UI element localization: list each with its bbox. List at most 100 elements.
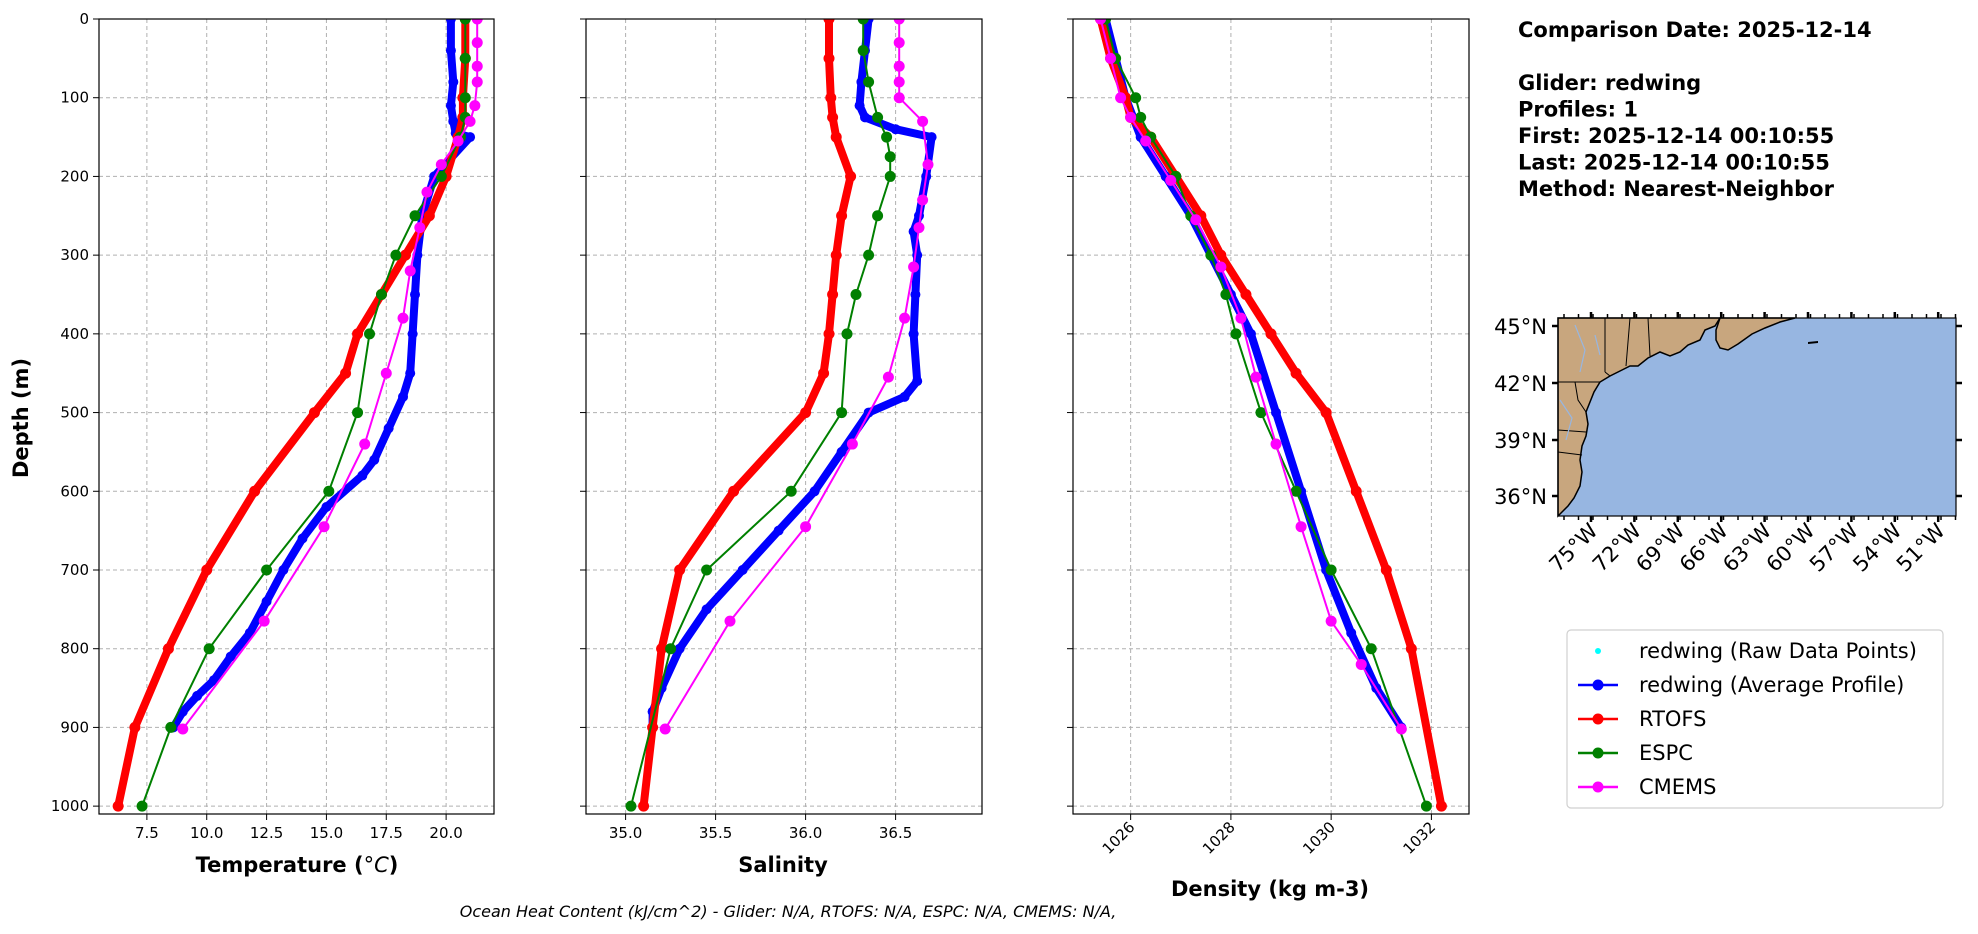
- salinity-rtofs-point: [823, 328, 835, 340]
- salinity-rtofs-point: [830, 131, 842, 143]
- temperature-series-group: [112, 19, 483, 812]
- salinity-redwing-average-profile-point: [854, 100, 865, 111]
- depth-tick-label: 200: [60, 167, 89, 185]
- density-cmems-point: [1295, 521, 1307, 533]
- salinity-cmems-point: [724, 615, 736, 627]
- temperature-espc-point: [375, 288, 387, 300]
- density-cmems-point: [1215, 261, 1227, 273]
- salinity-cmems-point: [922, 159, 934, 171]
- map-lon-label: 66°W: [1675, 518, 1733, 576]
- salinity-cmems-point: [893, 19, 905, 25]
- depth-tick-label: 600: [60, 482, 89, 500]
- density-espc-point: [1420, 800, 1432, 812]
- salinity-rtofs-point: [845, 170, 857, 182]
- salinity-rtofs-point: [656, 643, 668, 655]
- salinity-espc-point: [872, 111, 884, 123]
- depth-tick-label: 500: [60, 404, 89, 422]
- info-line: Profiles: 1: [1518, 98, 1638, 122]
- density-xtick-label: 1030: [1299, 818, 1339, 858]
- temperature-espc-point: [136, 800, 148, 812]
- salinity-cmems-point: [893, 60, 905, 72]
- density-xlabel: Density (kg m-3): [1171, 877, 1369, 901]
- density-espc-point: [1130, 92, 1142, 104]
- map-lon-label: 54°W: [1848, 518, 1906, 576]
- temperature-redwing-average-profile-point: [208, 675, 219, 686]
- temperature-redwing-average-profile-point: [405, 368, 416, 379]
- density-rtofs-point: [1290, 367, 1302, 379]
- salinity-espc-point: [665, 643, 677, 655]
- temperature-espc-point: [352, 407, 364, 419]
- map-lon-label: 60°W: [1762, 518, 1820, 576]
- legend-marker: [1592, 679, 1604, 691]
- density-cmems-point: [1250, 371, 1262, 383]
- salinity-cmems-point: [893, 92, 905, 104]
- salinity-espc-point: [836, 407, 848, 419]
- temperature-cmems-point: [469, 100, 481, 112]
- salinity-espc-point: [785, 485, 797, 497]
- density-cmems-point: [1140, 135, 1152, 147]
- temperature-cmems-point: [414, 222, 426, 234]
- temperature-rtofs-point: [162, 643, 174, 655]
- salinity-rtofs-point: [827, 111, 839, 123]
- salinity-rtofs-point: [830, 249, 842, 261]
- legend-label: ESPC: [1639, 741, 1693, 765]
- temperature-cmems-point: [404, 265, 416, 277]
- temperature-redwing-average-profile-point: [410, 289, 420, 300]
- temperature-cmems-point: [471, 37, 483, 49]
- temperature-rtofs-point: [423, 210, 435, 222]
- density-xtick-label: 1032: [1400, 818, 1440, 858]
- temperature-redwing-average-profile-point: [445, 45, 456, 56]
- salinity-espc-point: [850, 288, 862, 300]
- depth-tick-label: 800: [60, 640, 89, 658]
- salinity-espc-point: [841, 328, 853, 340]
- depth-tick-label: 900: [60, 718, 89, 736]
- salinity-espc-point: [863, 76, 875, 88]
- salinity-redwing-average-profile-point: [912, 250, 923, 261]
- map-rivers: [1559, 324, 1601, 441]
- temperature-espc-point: [364, 328, 376, 340]
- temperature-espc-point: [261, 564, 273, 576]
- info-line: Method: Nearest-Neighbor: [1518, 177, 1835, 201]
- temperature-redwing-average-profile-point: [448, 116, 459, 127]
- temperature-redwing-average-profile-point: [278, 564, 289, 575]
- temperature-redwing-average-profile-point: [448, 76, 459, 87]
- salinity-cmems-point: [917, 194, 929, 206]
- temperature-redwing-average-profile-point: [192, 690, 203, 701]
- salinity-panel: 35.0 35.5 36.0 36.5: [580, 18, 983, 842]
- salinity-cmems-point: [882, 371, 894, 383]
- salinity-espc-point: [863, 249, 875, 261]
- density-cmems-point: [1165, 174, 1177, 186]
- density-cmems-point: [1235, 312, 1247, 324]
- footer-ohc-text: Ocean Heat Content (kJ/cm^2) - Glider: N…: [460, 902, 1117, 921]
- map-state-borders: [1557, 317, 1651, 456]
- salinity-espc-point: [881, 131, 893, 143]
- temperature-rtofs-point: [308, 407, 320, 419]
- temperature-xtick-label: 15.0: [310, 824, 343, 842]
- salinity-cmems-point: [908, 261, 920, 273]
- salinity-xtick-label: 35.0: [609, 824, 642, 842]
- depth-tick-label: 100: [60, 89, 89, 107]
- temperature-cmems-point: [421, 186, 433, 198]
- density-cmems-point: [1355, 658, 1367, 670]
- salinity-rtofs-point: [825, 92, 837, 104]
- temperature-espc-point: [165, 721, 177, 733]
- salinity-rtofs-point: [638, 800, 650, 812]
- temperature-espc-line: [141, 19, 467, 808]
- salinity-espc-point: [884, 170, 896, 182]
- salinity-rtofs-point: [818, 367, 830, 379]
- salinity-rtofs-point: [674, 564, 686, 576]
- density-xtick-label: 1028: [1199, 818, 1239, 858]
- salinity-axes-frame: [585, 18, 983, 815]
- map-lat-label: 36°N: [1494, 485, 1547, 509]
- legend-frame: [1566, 629, 1944, 809]
- temperature-espc-point: [323, 485, 335, 497]
- density-rtofs-point: [1320, 407, 1332, 419]
- temperature-redwing-average-profile-point: [383, 423, 394, 434]
- temperature-axes-frame: [98, 18, 495, 815]
- density-rtofs-point: [1215, 249, 1227, 261]
- legend-label: RTOFS: [1639, 707, 1706, 731]
- salinity-redwing-average-profile-point: [773, 525, 784, 536]
- inset-map: 45°N 42°N 39°N 36°N 75°W72°W69°W66°W63°W60°W…: [1494, 312, 1962, 577]
- depth-tick-label: 300: [60, 246, 89, 264]
- temperature-redwing-average-profile-point: [225, 651, 236, 662]
